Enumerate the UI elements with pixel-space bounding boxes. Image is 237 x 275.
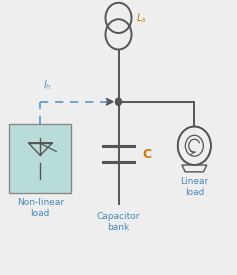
Text: $L_s$: $L_s$ [136, 11, 147, 25]
Text: $I_h$: $I_h$ [43, 78, 51, 92]
Circle shape [178, 126, 211, 165]
Text: Capacitor
bank: Capacitor bank [97, 212, 140, 232]
Circle shape [115, 98, 122, 105]
Text: Non-linear
load: Non-linear load [17, 198, 64, 218]
Polygon shape [182, 165, 207, 172]
Text: Linear
load: Linear load [180, 177, 209, 197]
Text: C: C [142, 147, 151, 161]
FancyBboxPatch shape [9, 124, 71, 192]
